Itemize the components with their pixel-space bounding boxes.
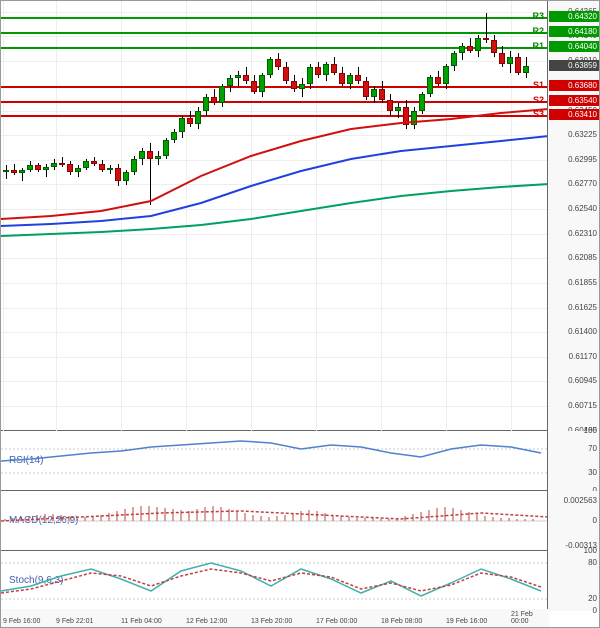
rsi-panel[interactable]: RSI(14) (1, 431, 549, 491)
sr-label-s3: S3 (533, 109, 544, 119)
sr-label-s1: S1 (533, 80, 544, 90)
price-tick: 0.61625 (549, 303, 597, 312)
stoch-axis: 10080200 (547, 551, 599, 611)
price-tick: 0.61855 (549, 278, 597, 287)
time-tick: 12 Feb 12:00 (186, 618, 227, 625)
time-tick: 9 Feb 16:00 (3, 618, 40, 625)
sr-price-s3: 0.63410 (549, 109, 599, 120)
time-tick: 11 Feb 04:00 (121, 618, 162, 625)
sr-label-r2: R2 (532, 26, 544, 36)
sr-price-r3: 0.64320 (549, 11, 599, 22)
price-tick: 0.60945 (549, 376, 597, 385)
sr-price-r1: 0.64040 (549, 41, 599, 52)
sr-label-s2: S2 (533, 95, 544, 105)
time-tick: 19 Feb 16:00 (446, 618, 487, 625)
price-tick: 0.62310 (549, 229, 597, 238)
sr-label-r1: R1 (532, 41, 544, 51)
price-axis: 0.643650.641400.639100.636800.634500.632… (547, 1, 599, 431)
price-tick: 0.62085 (549, 253, 597, 262)
price-tick: 0.60715 (549, 401, 597, 410)
price-tick: 0.62995 (549, 155, 597, 164)
time-tick: 9 Feb 22:01 (56, 618, 93, 625)
sr-price-s1: 0.63680 (549, 80, 599, 91)
sr-price-r2: 0.64180 (549, 26, 599, 37)
rsi-axis: 10070300 (547, 431, 599, 491)
time-tick: 13 Feb 20:00 (251, 618, 292, 625)
time-tick: 21 Feb 00:00 (511, 611, 549, 625)
sr-price-s2: 0.63540 (549, 95, 599, 106)
price-tick: 0.61400 (549, 327, 597, 336)
trading-chart: 0.643650.641400.639100.636800.634500.632… (0, 0, 600, 628)
sr-label-r3: R3 (532, 11, 544, 21)
time-tick: 18 Feb 08:00 (381, 618, 422, 625)
macd-axis: 0.0025630-0.00313 (547, 491, 599, 551)
ma-green (1, 184, 549, 236)
time-axis: 9 Feb 16:00 9 Feb 22:01 11 Feb 04:00 12 Feb… (1, 609, 549, 627)
time-tick: 17 Feb 00:00 (316, 618, 357, 625)
price-tick: 0.63225 (549, 130, 597, 139)
price-tick: 0.61170 (549, 352, 597, 361)
macd-panel[interactable]: MACD(12,26,9) (1, 491, 549, 551)
price-tick: 0.62770 (549, 179, 597, 188)
price-tick: 0.62540 (549, 204, 597, 213)
stoch-panel[interactable]: Stoch(9,6,3) (1, 551, 549, 611)
current-price: 0.63859 (549, 60, 599, 71)
ma-blue (1, 136, 549, 226)
price-panel[interactable] (1, 1, 549, 431)
